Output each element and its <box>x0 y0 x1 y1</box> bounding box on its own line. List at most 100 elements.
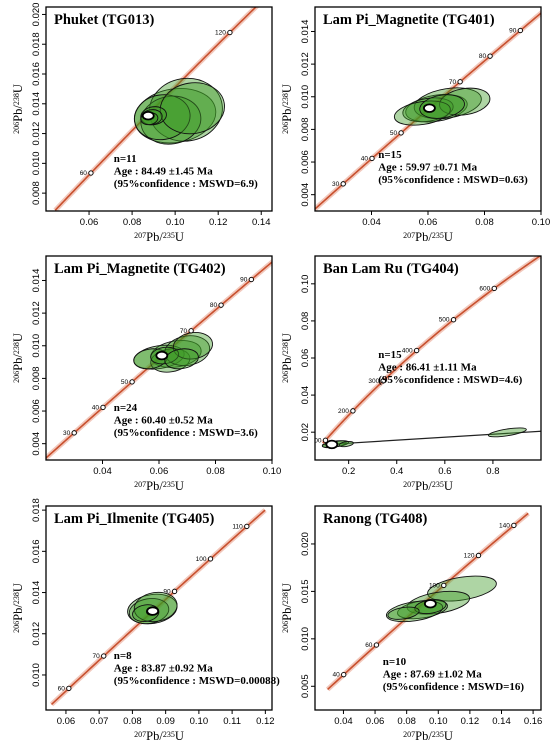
x-tick-label: 0.08 <box>123 716 142 727</box>
y-tick-label: 0.015 <box>300 580 311 604</box>
error-ellipse <box>393 100 451 126</box>
error-ellipse <box>387 606 420 620</box>
concordia-age-label: 60 <box>58 685 66 692</box>
concordia-age-label: 100 <box>429 582 440 589</box>
concordia-age-label: 400 <box>402 348 413 355</box>
y-tick-label: 0.005 <box>300 674 311 698</box>
concordia-age-label: 100 <box>196 556 207 563</box>
y-tick-label: 0.006 <box>31 399 42 423</box>
concordia-age-label: 40 <box>361 155 369 162</box>
y-tick-label: 0.014 <box>300 20 311 44</box>
concordia-age-marker <box>491 285 497 292</box>
discordia-line <box>322 430 541 446</box>
y-axis-label: 206Pb/238U <box>11 333 25 383</box>
plot-frame <box>314 505 542 711</box>
y-tick-label: 0.010 <box>300 85 311 109</box>
concordia-panel-3: 30 40 50 70 80 90 0.04 0.06 0.08 0.10 0.004 0.006 0.… <box>11 255 282 493</box>
annotation-n: n=24 <box>114 402 138 414</box>
x-tick-label: 0.6 <box>438 466 451 477</box>
y-tick-label: 0.004 <box>300 183 311 207</box>
x-tick-label: 0.14 <box>492 716 511 727</box>
concordia-age-marker <box>457 79 463 85</box>
x-axis-label: 207Pb/235U <box>134 729 184 743</box>
concordia-age-label: 70 <box>449 79 457 86</box>
plot-frame <box>45 6 273 212</box>
x-axis-label: 207Pb/235U <box>403 479 453 493</box>
y-tick-label: 0.012 <box>31 622 42 646</box>
y-tick-label: 0.020 <box>31 3 42 27</box>
y-tick-label: 0.016 <box>31 539 42 563</box>
concordia-age-label: 300 <box>368 378 379 385</box>
concordia-age-marker <box>188 328 194 334</box>
plot-area: 30 40 50 70 80 90 <box>315 9 541 211</box>
plot-area: 100 200 300 400 500 600 <box>315 256 541 450</box>
concordia-age-marker <box>517 27 523 34</box>
x-tick-label: 0.08 <box>475 217 494 228</box>
y-axis-label: 206Pb/238U <box>11 84 25 134</box>
y-tick-label: 0.010 <box>31 663 42 687</box>
y-tick-label: 0.04 <box>300 386 311 405</box>
x-tick-label: 0.10 <box>166 217 185 228</box>
x-axis-label: 207Pb/235U <box>403 729 453 743</box>
concordia-age-marker <box>414 347 420 354</box>
error-ellipse <box>159 82 225 135</box>
x-tick-label: 0.11 <box>223 716 241 727</box>
y-tick-label: 0.010 <box>31 151 42 175</box>
y-tick-label: 0.008 <box>31 181 42 205</box>
annotation-n: n=8 <box>114 650 132 662</box>
concordia-age-marker <box>341 672 347 678</box>
concordia-age-marker <box>475 552 482 559</box>
concordia-panel-4: 100 200 300 400 500 600 0.2 0.4 0.6 0.8 0.02 0.04 0.… <box>280 255 542 493</box>
error-ellipse <box>338 440 354 448</box>
concordia-age-marker <box>100 404 106 411</box>
concordia-age-marker <box>248 276 254 283</box>
concordia-age-marker <box>66 685 72 691</box>
annotation-mswd: (95%confidence : MSWD=16) <box>383 681 525 693</box>
x-tick-label: 0.08 <box>206 466 225 477</box>
concordia-age-marker <box>369 155 375 162</box>
concordia-curve <box>322 256 541 444</box>
concordia-age-marker <box>373 642 380 648</box>
plot-area: 30 40 50 70 80 90 <box>46 258 272 460</box>
concordia-age-label: 200 <box>338 408 349 415</box>
panel-title: Lam Pi_Magnetite (TG401) <box>323 12 495 28</box>
error-ellipse <box>140 95 202 145</box>
y-tick-label: 0.018 <box>31 498 42 522</box>
plot-frame <box>45 505 273 711</box>
y-tick-label: 0.08 <box>300 312 311 331</box>
concordia-age-label: 90 <box>240 277 248 284</box>
concordia-age-ellipse <box>423 103 436 113</box>
annotation-mswd: (95%confidence : MSWD=3.6) <box>114 427 258 439</box>
annotation-age: Age : 59.97 ±0.71 Ma <box>378 161 477 173</box>
x-tick-label: 0.08 <box>397 716 416 727</box>
y-axis-label: 206Pb/238U <box>280 333 294 383</box>
concordia-age-label: 500 <box>439 317 450 324</box>
x-tick-label: 0.4 <box>390 466 403 477</box>
x-tick-label: 0.04 <box>334 716 353 727</box>
concordia-panel-2: 30 40 50 70 80 90 0.04 0.06 0.08 0.10 0.004 0.006 0.… <box>280 6 550 244</box>
concordia-age-ellipse <box>155 350 169 361</box>
y-tick-label: 0.10 <box>300 275 311 294</box>
concordia-age-marker <box>171 588 178 594</box>
concordia-age-marker <box>101 653 107 659</box>
concordia-age-label: 60 <box>80 170 88 177</box>
concordia-age-ellipse <box>325 439 339 450</box>
concordia-age-label: 90 <box>163 588 171 595</box>
panel-title: Lam Pi_Ilmenite (TG405) <box>54 511 214 527</box>
y-tick-label: 0.02 <box>300 423 311 442</box>
concordia-age-marker <box>340 181 346 187</box>
plot-area: 60 120 <box>53 7 260 211</box>
concordia-age-marker <box>244 523 250 530</box>
panel-title: Lam Pi_Magnetite (TG402) <box>54 261 226 277</box>
concordia-age-label: 30 <box>63 430 71 437</box>
error-ellipse <box>487 427 527 438</box>
y-tick-label: 0.06 <box>300 349 311 368</box>
x-tick-label: 0.10 <box>190 716 209 727</box>
y-tick-label: 0.006 <box>300 150 311 174</box>
x-axis-label: 207Pb/235U <box>134 230 184 244</box>
x-tick-label: 0.10 <box>532 217 550 228</box>
annotation-n: n=15 <box>378 149 402 161</box>
x-tick-label: 0.10 <box>263 466 282 477</box>
concordia-age-label: 600 <box>479 285 490 292</box>
